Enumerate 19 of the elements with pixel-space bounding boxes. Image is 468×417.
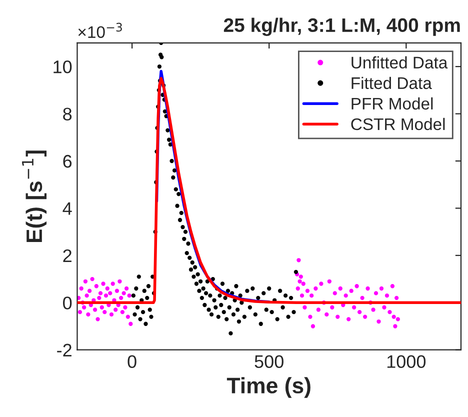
text: ×10$^{−3}$ — [78, 22, 122, 38]
y-axis-title: E(t) [s$^{−1}$] — [22, 150, 47, 242]
y-tick-label: 6 — [63, 154, 72, 168]
legend-label: Fitted Data — [352, 76, 432, 90]
y-tick-label: -2 — [57, 344, 72, 356]
y-tick-label: 2 — [63, 249, 72, 262]
x-axis-title: Time (s) — [226, 377, 310, 398]
line-series — [77, 76, 461, 304]
chart-title: 25 kg/hr, 3:1 L:M, 400 rpm — [224, 18, 460, 36]
legend-label: PFR Model — [352, 97, 433, 110]
y-tick-label: 0 — [63, 296, 72, 310]
legend-label: CSTR Model — [351, 118, 445, 130]
y-tick-label: 8 — [63, 108, 72, 120]
x-tick-label: 0 — [128, 355, 136, 368]
x-tick-label: 1000 — [387, 355, 426, 368]
y-tick-label: 10 — [54, 60, 72, 74]
x-tick-label: 500 — [254, 355, 284, 368]
y-tick-label: 4 — [62, 202, 72, 215]
legend-label: Unfitted Data — [352, 56, 448, 69]
